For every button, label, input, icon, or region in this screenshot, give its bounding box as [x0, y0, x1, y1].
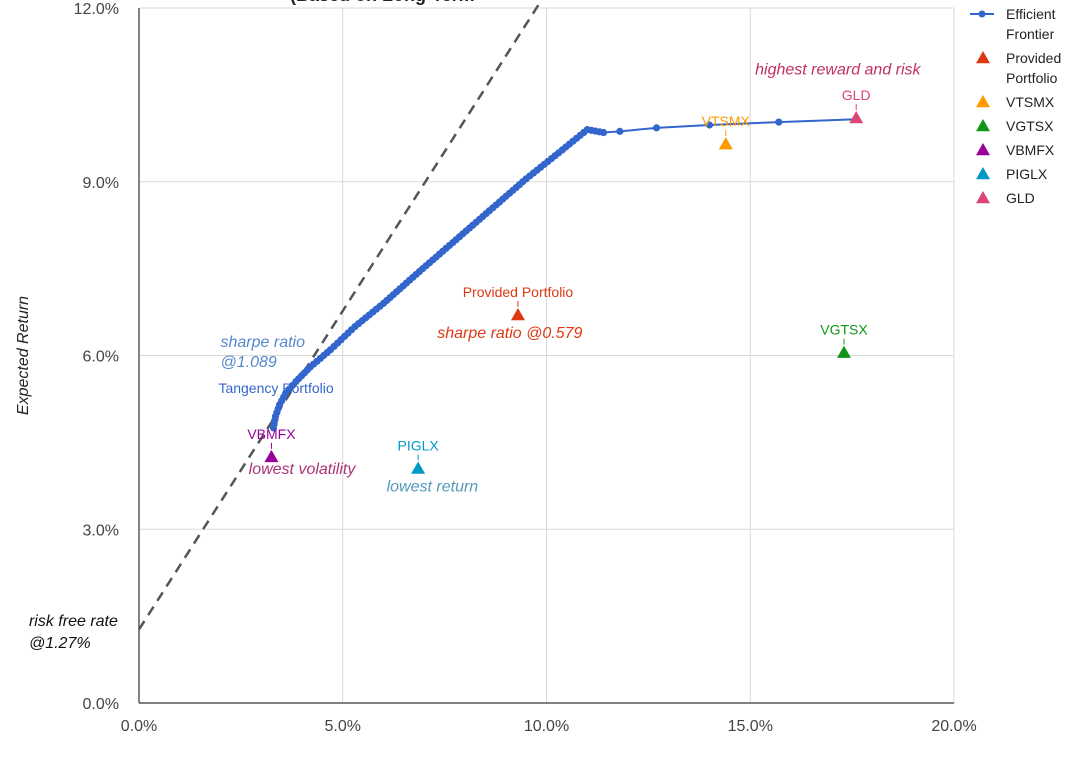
annotation-text: Tangency Portfolio	[218, 380, 333, 396]
frontier-point	[616, 127, 624, 135]
efficient-frontier-series	[269, 115, 860, 432]
frontier-point	[599, 128, 608, 137]
axes: 0.0% 5.0% 10.0% 15.0% 20.0% 0.0% 3.0% 6.0% 9.0% 1…	[15, 0, 977, 765]
chart-title-partial: (Based on Long-Term	[290, 0, 475, 5]
annotations: sharpe ratio @1.089 Tangency Portfolio shar…	[29, 62, 922, 652]
asset-label: VBMFX	[247, 426, 296, 442]
asset-label: VTSMX	[702, 113, 751, 129]
y-tick-label: 0.0%	[83, 696, 119, 713]
annotation-text: sharpe ratio @0.579	[437, 325, 582, 342]
annotation-text: risk free rate	[29, 613, 118, 630]
x-tick-label: 10.0%	[524, 718, 569, 735]
annotation-text: sharpe ratio	[221, 334, 306, 351]
legend-item-label: Portfolio	[1006, 70, 1058, 86]
asset-marker-vtsmx	[718, 137, 733, 150]
annotation-text: @1.27%	[29, 635, 91, 652]
efficient-frontier-line	[272, 118, 857, 429]
x-tick-label: 20.0%	[931, 718, 976, 735]
y-tick-label: 12.0%	[74, 1, 119, 18]
frontier-point	[652, 124, 661, 132]
legend-triangle-swatch	[976, 51, 990, 64]
asset-label: VGTSX	[820, 322, 868, 338]
capital-market-line	[137, 4, 540, 631]
legend-item-label: VBMFX	[1006, 142, 1055, 158]
legend-triangle-swatch	[976, 119, 990, 132]
capital-market-line-dashed	[137, 4, 540, 631]
asset-marker-vbmfx	[264, 449, 279, 463]
legend-point-swatch	[978, 10, 986, 18]
frontier-point	[705, 121, 714, 129]
legend-triangle-swatch	[976, 143, 990, 156]
legend: Efficient Frontier Provided Portfolio VTSMX V…	[970, 6, 1061, 206]
asset-points: Provided Portfolio VTSMX VGTSX VBMFX PIGLX GL…	[247, 87, 871, 474]
asset-marker-vgtsx	[836, 345, 851, 358]
asset-label: PIGLX	[398, 437, 440, 453]
legend-triangle-swatch	[976, 191, 990, 204]
y-tick-label: 9.0%	[83, 175, 119, 192]
asset-marker-gld	[849, 111, 864, 124]
annotation-text: lowest volatility	[249, 461, 357, 478]
y-tick-label: 3.0%	[83, 522, 119, 539]
x-tick-label: 15.0%	[728, 718, 773, 735]
legend-triangle-swatch	[976, 95, 990, 108]
legend-item-label: VGTSX	[1006, 118, 1054, 134]
legend-item-label: Efficient	[1006, 6, 1056, 22]
asset-marker-piglx	[411, 461, 426, 474]
y-tick-label: 6.0%	[83, 349, 119, 366]
asset-marker-provided-portfolio	[510, 307, 525, 321]
x-tick-label: 5.0%	[325, 718, 361, 735]
frontier-point	[775, 118, 783, 126]
asset-label: Provided Portfolio	[463, 284, 574, 300]
asset-label: GLD	[842, 87, 871, 103]
legend-item-label: VTSMX	[1006, 94, 1055, 110]
legend-triangle-swatch	[976, 167, 990, 180]
annotation-text: highest reward and risk	[755, 62, 921, 79]
legend-item-label: PIGLX	[1006, 166, 1048, 182]
legend-item-label: Provided	[1006, 50, 1061, 66]
legend-item-label: GLD	[1006, 190, 1035, 206]
legend-item-label: Frontier	[1006, 26, 1055, 42]
y-axis-title: Expected Return	[15, 296, 32, 415]
x-tick-label: 0.0%	[121, 718, 157, 735]
annotation-text: lowest return	[387, 479, 479, 496]
annotation-text: @1.089	[221, 354, 277, 371]
